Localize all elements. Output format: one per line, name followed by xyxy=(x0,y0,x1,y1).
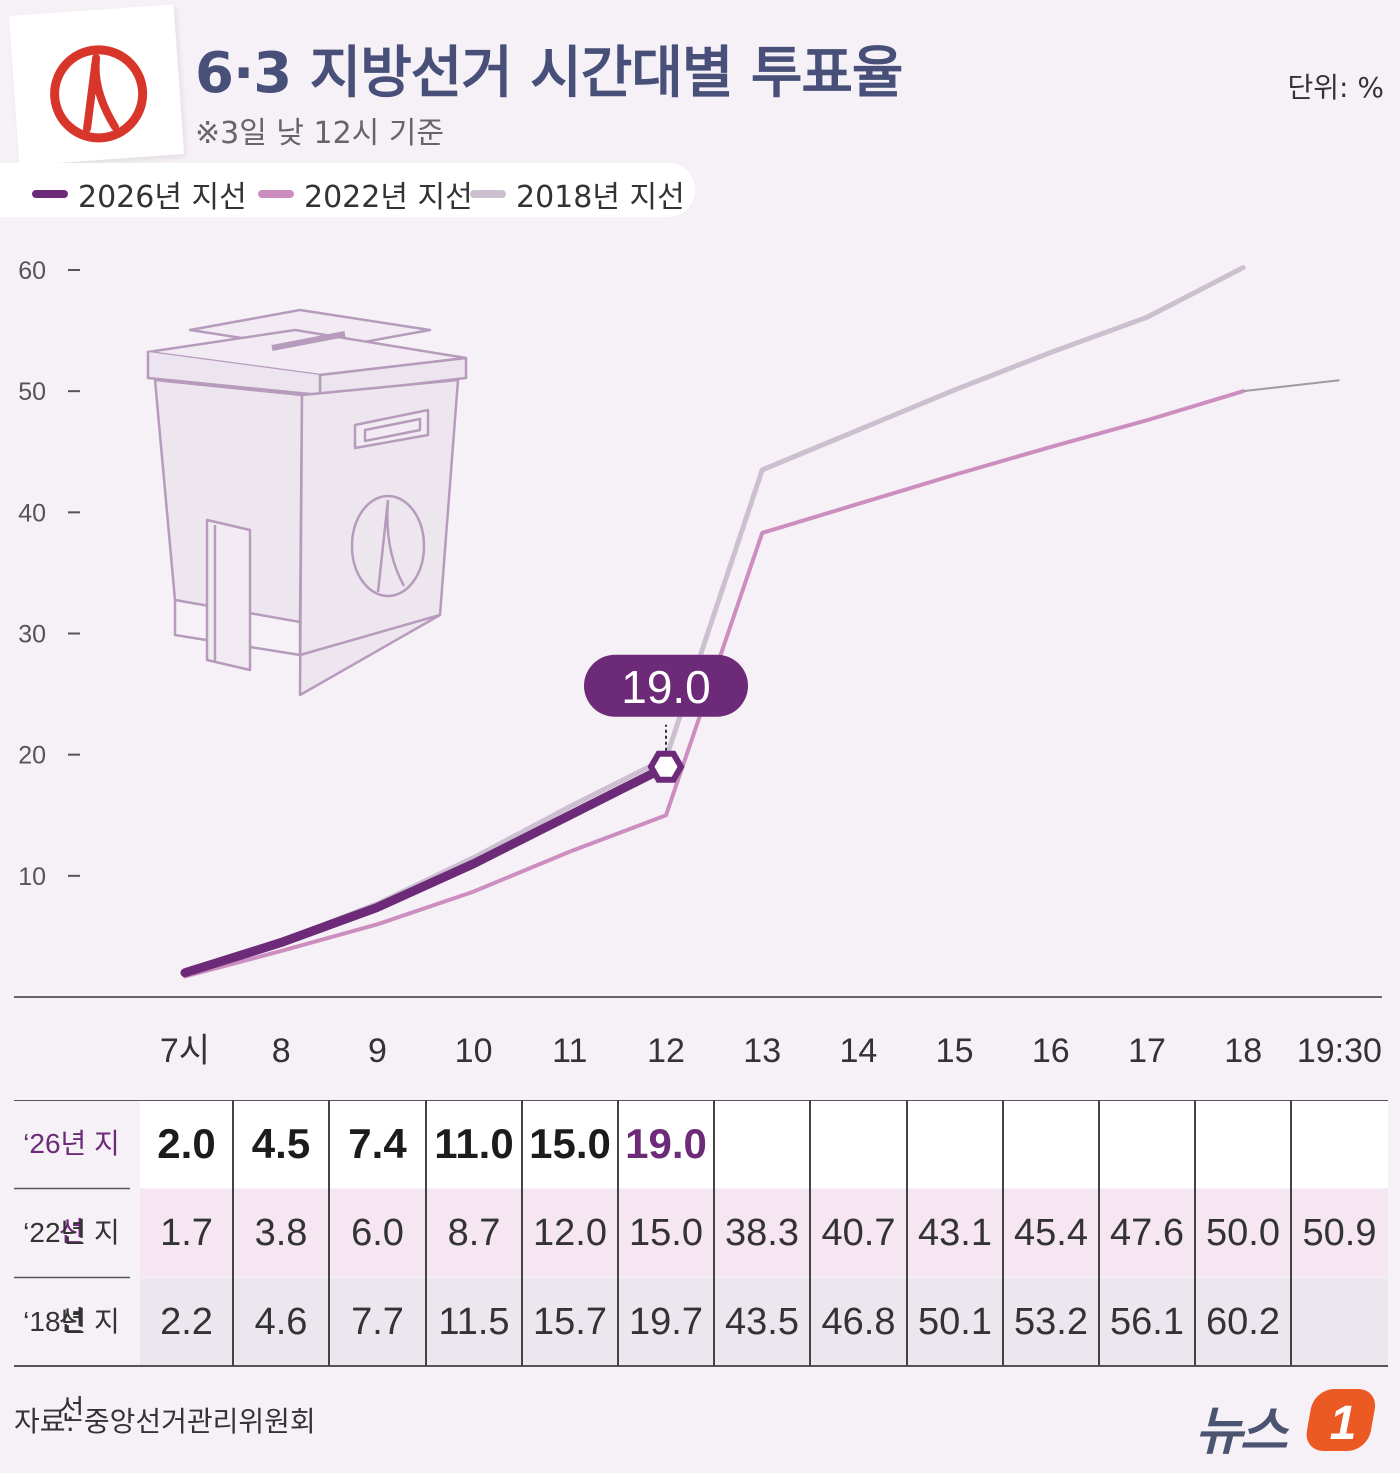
table-grid xyxy=(14,1100,1388,1367)
table-cell: 4.6 xyxy=(254,1301,308,1343)
callout-value: 19.0 xyxy=(621,661,711,713)
table-cell: 40.7 xyxy=(821,1212,896,1254)
row-label: ‘22년 지선 xyxy=(23,1217,120,1336)
y-tick-label: 60 xyxy=(18,257,46,285)
table-cell xyxy=(907,1100,1003,1188)
legend-item-2018: 2018년 지선 xyxy=(470,172,685,216)
series-line-2026 xyxy=(180,762,671,978)
table-row-2018: ‘18년 지선 2.2 4.6 7.7 11.5 15.7 19.7 43.5 46.8 50.… xyxy=(0,1278,1400,1425)
table-cell: 19.0 xyxy=(625,1120,707,1167)
x-tick-label: 13 xyxy=(743,1032,781,1070)
table-row-2026: ‘26년 지선 2.0 4.5 7.4 11.0 15.0 19.0 xyxy=(0,1100,1400,1247)
chart-legend: 2026년 지선 2022년 지선 2018년 지선 xyxy=(0,163,695,217)
table-cell: 38.3 xyxy=(725,1212,799,1254)
table-cell: 46.8 xyxy=(821,1301,896,1343)
table-cell xyxy=(1099,1100,1195,1188)
table-cell: 60.2 xyxy=(1206,1301,1280,1343)
table-cell xyxy=(714,1100,810,1188)
series-line-2022-extension xyxy=(1243,379,1340,393)
brand-name: 뉴스 xyxy=(1195,1402,1288,1462)
table-cell: 43.1 xyxy=(918,1212,992,1254)
unit-label: 단위: % xyxy=(1287,71,1384,104)
legend-swatch-2022 xyxy=(258,190,294,198)
x-tick-label: 15 xyxy=(936,1032,974,1070)
legend-swatch-2018 xyxy=(470,190,506,198)
x-tick-label: 14 xyxy=(839,1032,877,1070)
table-row-bg xyxy=(140,1189,1388,1277)
y-tick-label: 10 xyxy=(18,863,46,891)
election-logo-card xyxy=(8,4,185,166)
table-cell: 15.0 xyxy=(629,1212,703,1254)
highlight-callout: 19.0 xyxy=(584,654,748,783)
y-tick-label: 40 xyxy=(18,499,46,527)
table-cell: 3.8 xyxy=(254,1212,308,1254)
page-subtitle: ※3일 낮 12시 기준 xyxy=(195,116,445,151)
table-cell: 11.5 xyxy=(438,1301,510,1343)
row-label: ‘26년 지선 xyxy=(23,1128,120,1247)
legend-item-2026: 2026년 지선 xyxy=(32,172,247,216)
table-cell: 15.7 xyxy=(533,1301,607,1343)
legend-swatch-2026 xyxy=(32,190,68,198)
table-cell: 2.2 xyxy=(160,1301,213,1343)
table-cell: 50.1 xyxy=(918,1301,992,1343)
y-tick-label: 30 xyxy=(18,621,46,649)
table-row-bg xyxy=(140,1100,1388,1188)
table-cell: 15.0 xyxy=(529,1120,611,1167)
x-tick-label: 18 xyxy=(1224,1032,1262,1070)
table-cell xyxy=(1291,1278,1388,1366)
x-tick-label: 10 xyxy=(455,1032,493,1070)
brand-mark-text: 1 xyxy=(1330,1397,1357,1450)
table-cell: 8.7 xyxy=(447,1212,501,1254)
table-row-2022: ‘22년 지선 1.7 3.8 6.0 8.7 12.0 15.0 38.3 40.7 43.1… xyxy=(0,1189,1400,1336)
table-cell: 6.0 xyxy=(351,1212,404,1254)
x-tick-label: 17 xyxy=(1128,1032,1166,1070)
table-cell: 11.0 xyxy=(434,1120,514,1167)
brand-mark-icon: 1 xyxy=(1306,1389,1376,1451)
table-row-bg xyxy=(140,1278,1388,1366)
table-cell: 50.0 xyxy=(1206,1212,1280,1254)
legend-label-2022: 2022년 지선 xyxy=(304,180,473,215)
x-tick-label: 19:30 xyxy=(1297,1032,1382,1070)
legend-label-2018: 2018년 지선 xyxy=(516,180,685,215)
y-axis: 10 20 30 40 50 60 xyxy=(18,257,80,891)
highlight-marker xyxy=(647,750,685,783)
table-cell: 43.5 xyxy=(725,1301,799,1343)
table-cell xyxy=(810,1100,907,1188)
table-cell: 19.7 xyxy=(629,1301,703,1343)
brand-logo: 뉴스 1 xyxy=(1195,1385,1385,1462)
x-axis: 7시 8 9 10 11 12 13 14 15 16 17 18 19:30 xyxy=(160,1032,1382,1070)
legend-label-2026: 2026년 지선 xyxy=(78,180,247,215)
table-cell: 12.0 xyxy=(533,1212,607,1254)
table-cell: 1.7 xyxy=(160,1212,213,1254)
row-label: ‘18년 지선 xyxy=(23,1306,120,1425)
x-tick-label: 9 xyxy=(368,1032,387,1070)
table-cell: 7.7 xyxy=(351,1301,404,1343)
x-tick-label: 11 xyxy=(552,1032,587,1070)
table-cell xyxy=(1291,1100,1388,1188)
x-tick-label: 12 xyxy=(647,1032,685,1070)
table-cell: 56.1 xyxy=(1110,1301,1184,1343)
table-cell xyxy=(1195,1100,1291,1188)
legend-item-2022: 2022년 지선 xyxy=(258,172,473,216)
ballot-box-illustration xyxy=(146,308,468,697)
source-note: 자료: 중앙선거관리위원회 xyxy=(14,1405,316,1438)
ballot-stamp-icon xyxy=(50,45,148,143)
table-cell: 53.2 xyxy=(1014,1301,1088,1343)
x-tick-label: 8 xyxy=(272,1032,291,1070)
y-tick-label: 20 xyxy=(18,742,46,770)
table-cell: 2.0 xyxy=(157,1120,216,1167)
table-cell: 50.9 xyxy=(1302,1212,1377,1254)
table-cell: 7.4 xyxy=(348,1120,407,1167)
turnout-line-chart: 10 20 30 40 50 60 7시 8 9 10 11 12 13 14 15 16 17 18 19:30… xyxy=(14,257,1382,1070)
table-cell: 47.6 xyxy=(1110,1212,1184,1254)
x-tick-label: 16 xyxy=(1032,1032,1070,1070)
callout-bubble xyxy=(584,654,748,717)
page-title: 6·3 지방선거 시간대별 투표율 xyxy=(195,41,903,106)
table-cell xyxy=(1003,1100,1099,1188)
x-tick-label: 7시 xyxy=(160,1032,210,1070)
table-cell: 4.5 xyxy=(251,1120,311,1167)
table-cell: 45.4 xyxy=(1014,1212,1088,1254)
y-tick-label: 50 xyxy=(18,378,46,406)
